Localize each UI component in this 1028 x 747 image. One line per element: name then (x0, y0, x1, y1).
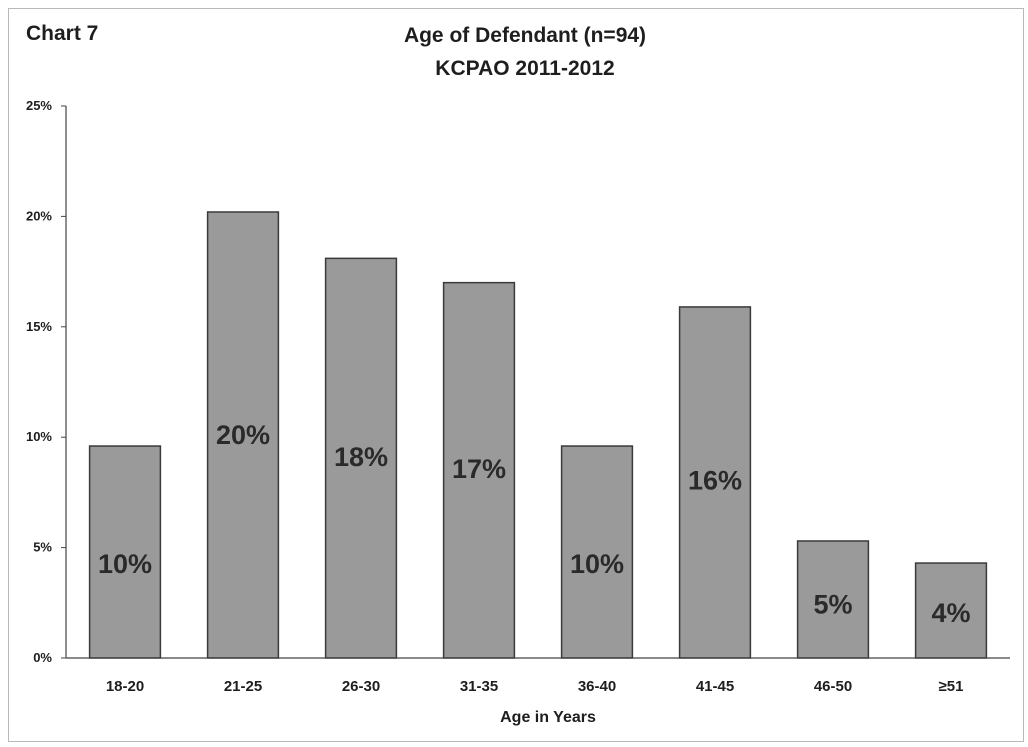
bar (88, 445, 162, 659)
y-tick-label: 15% (26, 319, 52, 334)
data-label: 5% (813, 590, 852, 620)
data-label: 4% (931, 598, 970, 628)
bar (914, 562, 988, 659)
data-label: 20% (216, 420, 270, 450)
data-label: 17% (452, 454, 506, 484)
y-tick-label: 20% (26, 208, 52, 223)
data-label: 10% (98, 549, 152, 579)
x-tick-label: 41-45 (696, 678, 734, 695)
x-tick-label: 36-40 (578, 678, 616, 695)
bar (206, 211, 280, 659)
chart-number-label: Chart 7 (26, 22, 99, 45)
y-tick-label: 5% (33, 540, 52, 555)
y-tick-label: 25% (26, 98, 52, 113)
x-tick-label: 26-30 (342, 678, 380, 695)
data-label: 16% (688, 465, 742, 495)
x-tick-label: 46-50 (814, 678, 852, 695)
bar (796, 540, 870, 659)
chart-subtitle: KCPAO 2011-2012 (435, 57, 615, 80)
x-axis-title: Age in Years (500, 709, 596, 726)
y-axis: 0% 5% 10% 15% 20% 25% (26, 98, 67, 665)
y-tick-label: 10% (26, 429, 52, 444)
x-tick-label: 21-25 (224, 678, 262, 695)
y-tick-label: 0% (33, 650, 52, 665)
x-tick-label: 18-20 (106, 678, 144, 695)
x-axis: 18-20 21-25 26-30 31-35 36-40 41-45 46-50 ≥51 (66, 657, 1010, 695)
bar (324, 257, 398, 659)
x-tick-label: 31-35 (460, 678, 498, 695)
bar (678, 306, 752, 659)
chart-title: Age of Defendant (n=94) (403, 24, 647, 47)
x-tick-label: ≥51 (939, 678, 964, 695)
bars: 10% 20% 18% 17% 10% 16% 5% 4% (88, 211, 988, 659)
data-label: 18% (334, 442, 388, 472)
data-label: 10% (570, 549, 624, 579)
